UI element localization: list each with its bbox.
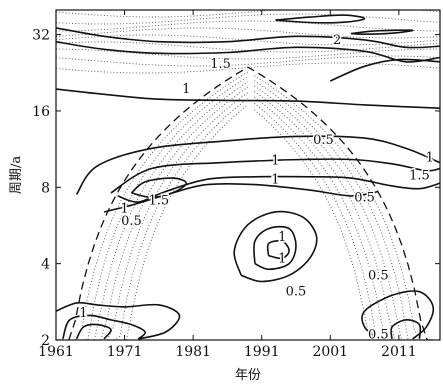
y-tick-label: 8	[41, 180, 50, 196]
contour-label: 0.5	[286, 285, 307, 300]
shading-line	[56, 20, 440, 32]
contour-line-1	[110, 158, 440, 194]
contour-label: 1	[271, 154, 279, 169]
x-tick-label: 2001	[312, 344, 348, 360]
shading-line	[254, 85, 440, 340]
contour-line-1	[253, 225, 297, 271]
y-tick-label: 4	[41, 257, 50, 273]
shading-line	[254, 80, 440, 340]
contour-line-1	[329, 58, 440, 82]
cone-of-influence	[56, 66, 440, 340]
shading-line	[56, 13, 440, 25]
shading-line	[254, 91, 440, 340]
contour-line-1-5	[130, 177, 188, 199]
shading-line	[56, 27, 440, 39]
contour-label: 0.5	[313, 133, 334, 148]
contour-line-0-5	[75, 135, 440, 195]
contour-label: 1	[278, 230, 286, 245]
shading-line	[56, 55, 440, 67]
contour-label: 1	[79, 306, 87, 321]
contour-line-1-5	[56, 27, 440, 49]
contour-line-2	[275, 14, 366, 24]
contour-label: 0.5	[121, 214, 142, 229]
contour-label: 0.5	[368, 328, 389, 343]
contour-line-0-5	[56, 301, 181, 340]
contour-label: 1	[271, 172, 279, 187]
contour-label: 1	[426, 150, 434, 165]
shading-line	[56, 10, 440, 18]
y-tick-label: 2	[41, 333, 50, 349]
contour-line-0-5	[56, 88, 440, 109]
shading-line	[254, 102, 440, 340]
contour-line-1-5	[75, 323, 112, 340]
x-tick-label: 1991	[244, 344, 280, 360]
contour-label: 1	[278, 251, 286, 266]
shading-line	[254, 109, 440, 340]
shading-line	[56, 81, 249, 340]
contour-label: 2	[333, 33, 341, 48]
contour-line-0-5	[361, 290, 435, 340]
plot-frame	[55, 9, 441, 341]
y-tick-label: 32	[32, 28, 50, 44]
x-axis-title: 年份	[235, 368, 261, 383]
contour-label: 1.5	[210, 57, 231, 72]
shading-line	[56, 48, 440, 60]
shading-line	[56, 86, 249, 340]
x-tick-label: 1961	[38, 344, 74, 360]
shading-line	[254, 96, 440, 340]
contour-label: 0.5	[368, 268, 389, 283]
contour-line-1-5	[266, 240, 290, 260]
contour-label: 1	[120, 201, 128, 216]
contour-line-1	[390, 319, 422, 339]
contour-label: 1	[182, 82, 190, 97]
shading-line	[254, 75, 440, 340]
y-tick-label: 16	[32, 104, 50, 120]
contour-label: 1.5	[409, 169, 430, 184]
contour-line-1	[62, 314, 146, 340]
contour-label: 1.5	[149, 193, 170, 208]
x-tick-label: 1971	[107, 344, 143, 360]
contour-line-0-5	[233, 210, 318, 283]
outside-coi-shading	[56, 10, 440, 340]
contour-line-1	[56, 40, 440, 63]
axes: 1961 1971 1981 1991 2001 2011 2 4 8 16 32	[32, 10, 440, 360]
contour-label: 0.5	[354, 190, 375, 205]
x-tick-label: 2011	[381, 344, 417, 360]
contour-line-2	[350, 29, 414, 36]
x-tick-label: 1981	[175, 344, 211, 360]
contour-line-0-5	[103, 182, 379, 213]
y-axis-title: 周期/a	[9, 156, 24, 194]
